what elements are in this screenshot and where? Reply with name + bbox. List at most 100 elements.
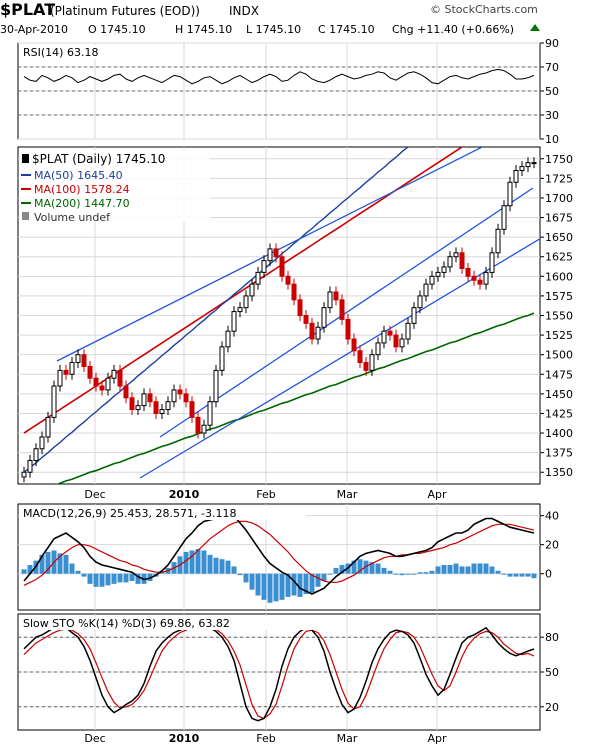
candle-body <box>315 326 321 340</box>
candle-body <box>387 330 393 336</box>
macd-histogram-bar <box>75 570 81 574</box>
candle-body <box>381 330 387 344</box>
macd-histogram-bar <box>201 550 207 574</box>
candle-body <box>279 256 285 277</box>
ma100-line <box>23 147 464 434</box>
candle-body <box>153 401 159 414</box>
candle-body <box>459 252 465 269</box>
candle-body <box>309 322 315 340</box>
candle-body <box>201 424 207 434</box>
macd-title: MACD(12,26,9) 25.453, 28.571, -3.118 <box>23 507 236 520</box>
candle-body <box>531 162 537 165</box>
candle-legend-icon <box>22 154 29 163</box>
macd-histogram-bar <box>327 573 333 575</box>
candle-body <box>351 338 357 352</box>
macd-histogram-bar <box>447 564 453 574</box>
macd-histogram-bar <box>441 564 447 574</box>
macd-histogram-bar <box>117 573 123 583</box>
candle-body <box>513 170 519 183</box>
candle-body <box>177 389 183 395</box>
macd-histogram-bar <box>363 560 369 574</box>
sto-title-bg <box>20 616 320 630</box>
candle-body <box>267 248 273 262</box>
candle-body <box>147 393 153 403</box>
y-tick-label: 1750 <box>545 153 573 166</box>
macd-histogram-bar <box>435 566 441 574</box>
candle-body <box>195 416 201 434</box>
macd-histogram-bar <box>285 573 291 597</box>
macd-histogram-bar <box>489 566 495 574</box>
candle-body <box>45 416 51 438</box>
trendline-mid <box>159 187 534 438</box>
macd-histogram-bar <box>135 573 141 584</box>
macd-histogram-bar <box>21 569 27 574</box>
candle-body <box>327 291 333 309</box>
macd-histogram-bar <box>255 573 261 596</box>
x-axis-label: 2010 <box>169 732 200 745</box>
candle-body <box>225 330 231 348</box>
macd-histogram-bar <box>405 573 411 575</box>
candle-body <box>231 311 237 332</box>
macd-histogram-bar <box>219 559 225 574</box>
macd-histogram-bar <box>261 573 267 600</box>
macd-histogram-bar <box>69 563 75 574</box>
macd-histogram-bar <box>87 573 93 584</box>
macd-histogram-bar <box>459 566 465 574</box>
macd-histogram-bar <box>213 557 219 574</box>
macd-histogram-bar <box>303 573 309 595</box>
y-tick-label: 1675 <box>545 212 573 225</box>
volume-legend-icon <box>22 212 29 220</box>
candle-body <box>291 283 297 301</box>
candle-body <box>519 166 525 172</box>
trendline-lower <box>139 238 540 479</box>
candle-body <box>435 271 441 277</box>
quote-open: O 1745.10 <box>88 23 146 36</box>
macd-histogram-bar <box>159 572 165 574</box>
macd-histogram-bar <box>357 559 363 574</box>
candle-body <box>237 307 243 313</box>
candle-body <box>183 393 189 403</box>
macd-histogram-bar <box>189 550 195 574</box>
candle-body <box>501 205 507 230</box>
candle-body <box>123 385 129 399</box>
macd-histogram-bar <box>495 570 501 574</box>
macd-histogram-bar <box>291 573 297 596</box>
candle-body <box>93 377 99 387</box>
macd-histogram-bar <box>27 564 33 574</box>
macd-histogram-bar <box>375 563 381 574</box>
macd-histogram-bar <box>243 573 249 583</box>
macd-histogram-bar <box>231 566 237 574</box>
y-tick-label: 50 <box>545 666 559 679</box>
up-arrow-icon <box>530 24 540 31</box>
candle-body <box>129 397 135 411</box>
candle-body <box>393 334 399 348</box>
watermark: © StockCharts.com <box>430 3 538 16</box>
candle-body <box>303 315 309 324</box>
x-axis-label: Mar <box>337 732 358 745</box>
candle-body <box>135 405 141 411</box>
macd-histogram-bar <box>39 554 45 574</box>
candle-body <box>219 346 225 371</box>
macd-histogram-bar <box>225 560 231 574</box>
macd-histogram-bar <box>369 562 375 574</box>
candle-body <box>489 252 495 273</box>
candle-body <box>39 436 45 450</box>
candle-body <box>189 401 195 418</box>
macd-histogram-bar <box>339 564 345 574</box>
legend-entry: MA(100) 1578.24 <box>34 183 130 196</box>
macd-histogram-bar <box>531 573 537 579</box>
macd-histogram-bar <box>465 566 471 574</box>
macd-histogram-bar <box>351 560 357 574</box>
y-tick-label: 1700 <box>545 192 573 205</box>
rsi-title-bg <box>20 45 130 59</box>
candle-body <box>525 162 531 168</box>
quote-high: H 1745.10 <box>175 23 232 36</box>
candle-body <box>405 322 411 340</box>
candle-body <box>345 318 351 340</box>
legend-entry: Volume undef <box>34 211 111 224</box>
candle-body <box>441 266 447 273</box>
y-tick-label: 20 <box>545 539 559 552</box>
macd-histogram-bar <box>99 573 105 587</box>
exchange: INDX <box>229 4 259 18</box>
